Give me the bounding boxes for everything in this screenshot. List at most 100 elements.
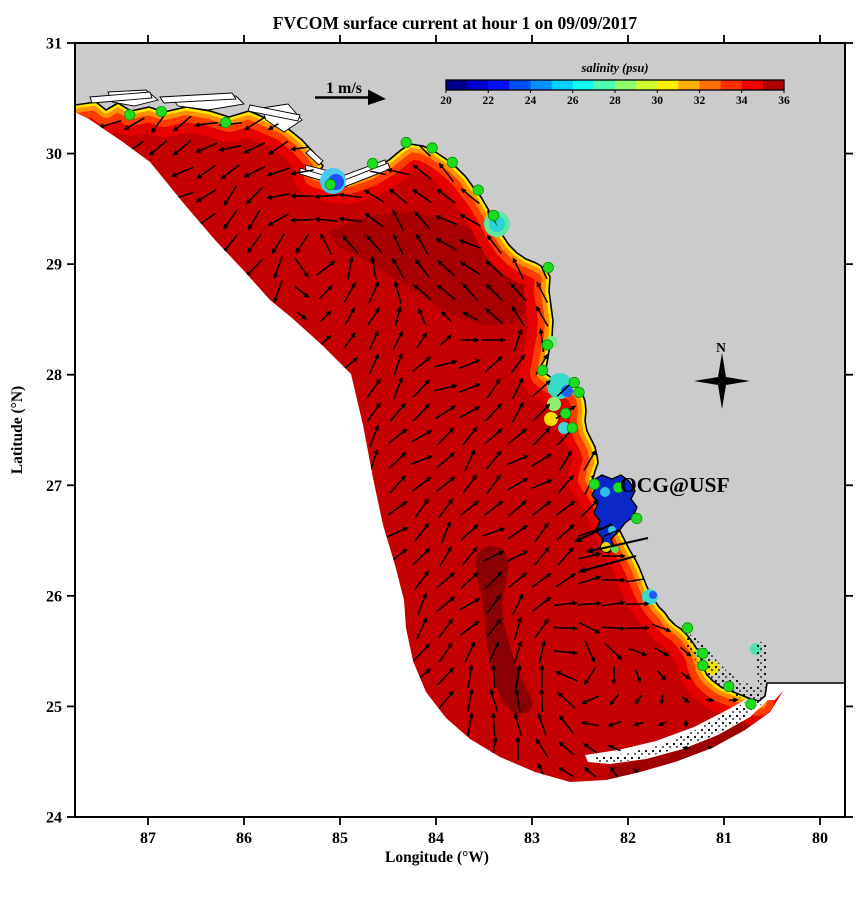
colorbar-segment [488, 80, 510, 90]
current-arrow-shaft [513, 331, 522, 352]
current-arrow-head [392, 209, 398, 216]
x-tick-label: 81 [716, 830, 732, 847]
current-arrow-head [148, 150, 155, 156]
current-arrow-shaft [413, 380, 429, 398]
current-arrow-head [458, 239, 465, 245]
barrier-island [305, 148, 324, 166]
current-arrow-head [663, 651, 670, 657]
scale-vector-label: 1 m/s [326, 80, 362, 97]
current-arrow-shaft [245, 165, 266, 177]
current-arrow-head [423, 570, 430, 577]
current-arrow-head [223, 200, 229, 207]
current-arrow-head [388, 188, 395, 194]
current-arrow-shaft [459, 407, 479, 419]
current-arrow-shaft [221, 144, 242, 151]
current-arrow-shaft [392, 259, 405, 279]
current-arrow-shaft [514, 715, 522, 736]
current-arrow-head [290, 193, 296, 199]
current-arrow-head [392, 233, 398, 240]
current-arrow-shaft [366, 214, 385, 228]
station-dot [400, 136, 412, 149]
current-arrow-shaft [412, 549, 429, 565]
current-arrow-shaft [540, 330, 545, 353]
current-arrow-shaft [485, 404, 501, 422]
estuary-patch [547, 397, 561, 411]
current-arrow-head [123, 125, 130, 130]
current-arrow-head [496, 571, 503, 578]
current-arrow-head [171, 172, 178, 177]
current-arrow-head [172, 150, 179, 156]
current-arrow-shaft [482, 528, 503, 537]
current-arrow-shaft [343, 236, 359, 254]
current-arrow-head [451, 383, 458, 389]
current-arrow-shaft [486, 261, 504, 277]
current-arrow-head [301, 314, 308, 320]
current-arrow-shaft [506, 455, 527, 466]
current-arrow-head [659, 699, 665, 706]
current-arrow-shaft [365, 190, 385, 203]
current-arrow-head [572, 625, 578, 631]
current-arrow-head [397, 352, 403, 359]
current-arrow-head [247, 224, 253, 231]
current-arrow-shaft [482, 551, 503, 562]
current-arrow-head [447, 498, 454, 505]
current-arrow-shaft [507, 478, 527, 491]
current-arrow-shaft [560, 768, 575, 778]
current-arrow-head [590, 656, 595, 663]
station-dot [536, 364, 549, 376]
current-arrow-shaft [389, 169, 410, 176]
current-arrow-head [498, 550, 505, 556]
current-arrow-head [290, 217, 296, 223]
colorbar-segment [636, 80, 658, 90]
colorbar-tick-label: 20 [440, 95, 452, 107]
current-arrow-head [374, 281, 380, 288]
current-arrow-shaft [386, 527, 407, 538]
current-arrow-shaft [507, 526, 526, 540]
current-arrow-head [582, 743, 589, 749]
current-arrow-head [194, 148, 201, 153]
current-arrow-head [536, 305, 541, 312]
estuary-patch [558, 422, 570, 434]
current-arrow-head [267, 221, 274, 226]
current-arrow-head [427, 455, 434, 460]
current-arrow-head [412, 164, 419, 170]
current-arrow-shaft [440, 523, 451, 544]
current-arrow-head [620, 553, 626, 559]
current-arrow-head [412, 189, 419, 195]
current-arrow-shaft [196, 121, 219, 126]
current-arrow-head [494, 641, 500, 648]
current-arrow-head [486, 234, 492, 241]
current-arrow-shaft [625, 626, 648, 630]
colorbar-segment [720, 80, 743, 90]
current-arrow-shaft [318, 286, 332, 300]
current-arrow-head [475, 383, 482, 388]
current-arrow-shaft [248, 233, 262, 252]
current-arrow-head [568, 546, 574, 553]
current-arrow-head [557, 691, 563, 698]
current-arrow-shaft [245, 116, 265, 130]
current-arrow-head [665, 627, 672, 633]
current-arrow-head [349, 307, 355, 314]
current-arrow-head [449, 572, 456, 578]
current-arrow-head [364, 212, 371, 219]
barrier-island [89, 91, 153, 104]
current-arrow-shaft [538, 715, 547, 736]
current-arrow-shaft [393, 211, 405, 232]
current-arrow-head [516, 664, 522, 670]
current-arrow-head [632, 721, 639, 727]
current-arrow-shaft [438, 620, 452, 639]
current-arrow-head [447, 618, 454, 625]
colorbar-segment [467, 80, 489, 90]
current-arrow-head [327, 285, 333, 291]
current-arrow-head [468, 688, 474, 695]
current-arrow-head [572, 650, 578, 656]
current-arrow-head [558, 741, 564, 747]
current-arrow-head [543, 618, 549, 625]
current-arrow-head [392, 257, 398, 264]
current-arrow-head [401, 428, 408, 435]
current-arrow-shaft [434, 385, 455, 392]
current-arrow-shaft [490, 691, 499, 712]
colorbar-tick-label: 24 [525, 95, 537, 107]
current-arrow-shaft [557, 476, 573, 494]
watermark: OCG@USF [620, 473, 730, 497]
